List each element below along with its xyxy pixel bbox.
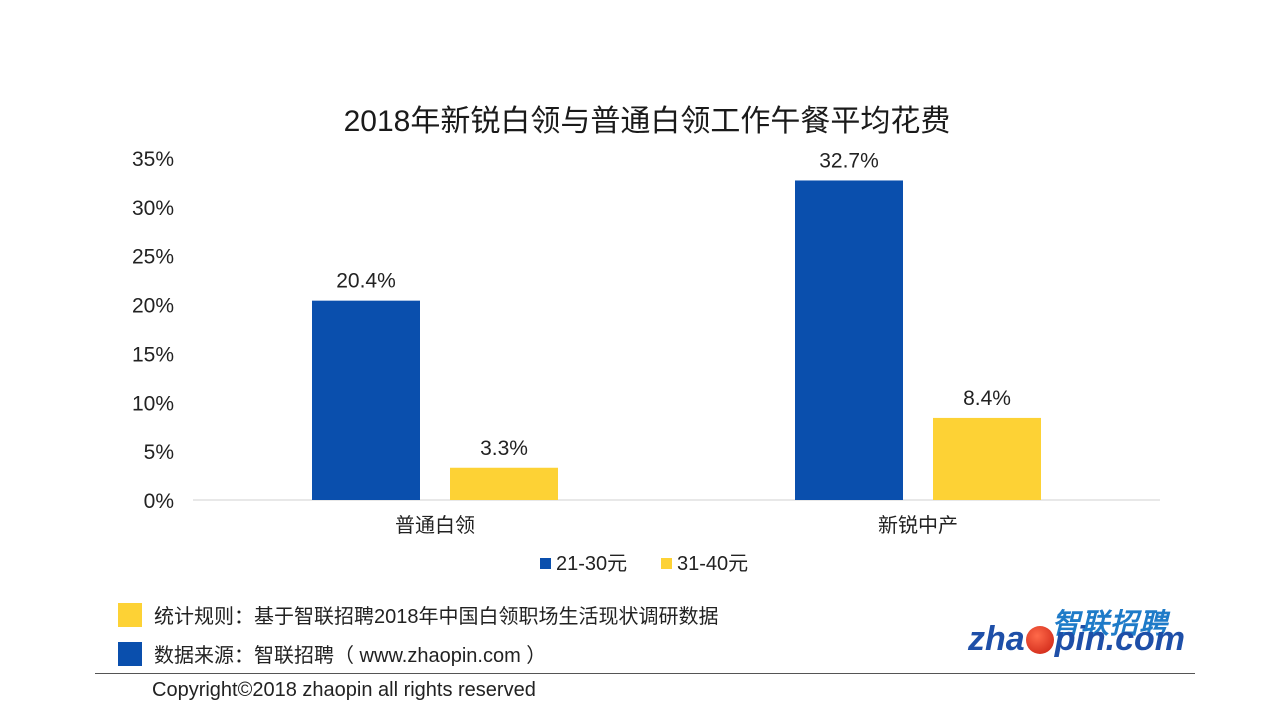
- logo-chinese-text: 智联招聘: [1051, 608, 1168, 639]
- legend-swatch: [540, 558, 551, 569]
- y-axis-ticks: 0% 5% 10% 15% 20% 25% 30% 35%: [132, 148, 174, 513]
- footer-divider: [95, 673, 1195, 674]
- source-swatch: [118, 641, 142, 666]
- bar: [933, 417, 1041, 500]
- y-tick-label: 5%: [144, 441, 174, 464]
- legend-label: 21-30元: [556, 553, 627, 575]
- y-tick-label: 30%: [132, 197, 174, 220]
- category-label: 普通白领: [395, 514, 475, 537]
- y-tick-label: 25%: [132, 246, 174, 269]
- bars: [312, 180, 1041, 500]
- data-label: 32.7%: [819, 149, 879, 172]
- y-tick-label: 35%: [132, 148, 174, 171]
- copyright-text: Copyright©2018 zhaopin all rights reserv…: [152, 679, 536, 701]
- legend: 21-30元 31-40元: [540, 553, 748, 575]
- data-labels: 20.4% 3.3% 32.7% 8.4%: [336, 149, 1011, 459]
- legend-swatch: [661, 558, 672, 569]
- bar: [450, 467, 558, 500]
- y-tick-label: 15%: [132, 343, 174, 366]
- bar-chart: 2018年新锐白领与普通白领工作午餐平均花费 0% 5% 10% 15% 20% 25% 3…: [132, 105, 1160, 575]
- data-label: 8.4%: [963, 387, 1011, 410]
- chart-title: 2018年新锐白领与普通白领工作午餐平均花费: [344, 105, 951, 138]
- data-label: 3.3%: [480, 437, 528, 460]
- logo-en-right: pin.com: [1054, 620, 1186, 658]
- footnote-source: 数据来源：智联招聘（ www.zhaopin.com ）: [118, 639, 546, 668]
- category-label: 新锐中产: [878, 514, 958, 537]
- bar: [312, 300, 420, 500]
- rule-swatch: [118, 602, 142, 627]
- footnote-rule: 统计规则：基于智联招聘2018年中国白领职场生活现状调研数据: [118, 600, 719, 629]
- logo-dot-icon: [1025, 625, 1054, 654]
- y-tick-label: 10%: [132, 392, 174, 415]
- data-label: 20.4%: [336, 270, 396, 293]
- legend-label: 31-40元: [677, 553, 748, 575]
- logo-en-left: zha: [968, 620, 1025, 658]
- bar: [795, 180, 903, 500]
- zhaopin-logo: 智联招聘 zha pin.com: [968, 602, 1185, 662]
- y-tick-label: 0%: [144, 490, 174, 513]
- source-text: 数据来源：智联招聘（ www.zhaopin.com ）: [154, 645, 547, 667]
- y-tick-label: 20%: [132, 295, 174, 318]
- rule-text: 统计规则：基于智联招聘2018年中国白领职场生活现状调研数据: [154, 606, 719, 628]
- x-axis-categories: 普通白领 新锐中产: [395, 514, 958, 537]
- logo-english-text: zha pin.com: [968, 620, 1185, 659]
